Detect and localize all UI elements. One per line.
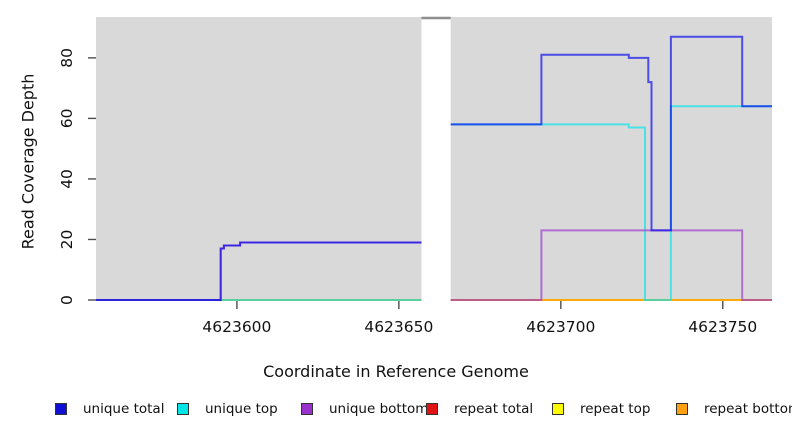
y-tick-label: 40 (58, 169, 76, 189)
legend-label: repeat top (580, 401, 651, 417)
legend-item-unique-top: unique top (177, 399, 278, 419)
legend-label: repeat bottom (704, 401, 792, 417)
x-tick-label: 4623600 (202, 318, 271, 336)
legend-item-repeat-bottom: repeat bottom (676, 399, 792, 419)
unique-bottom-swatch-icon (301, 403, 313, 415)
repeat-total-swatch-icon (426, 403, 438, 415)
y-tick-label: 60 (58, 109, 76, 129)
legend-item-repeat-total: repeat total (426, 399, 533, 419)
x-tick-label: 4623650 (364, 318, 433, 336)
unique-top-swatch-icon (177, 403, 189, 415)
no-data-gap (421, 15, 451, 300)
legend-label: repeat total (454, 401, 534, 417)
repeat-top-swatch-icon (552, 403, 564, 415)
x-axis-title: Coordinate in Reference Genome (263, 362, 529, 381)
repeat-bottom-swatch-icon (676, 403, 688, 415)
legend-label: unique total (83, 401, 165, 417)
unique-total-swatch-icon (55, 403, 67, 415)
x-tick-label: 4623750 (688, 318, 757, 336)
series-unique-total-line (450, 35, 772, 232)
legend-item-repeat-top: repeat top (552, 399, 650, 419)
legend: unique total unique top unique bottom re… (0, 399, 792, 421)
legend-label: unique top (205, 401, 278, 417)
y-tick-label: 0 (58, 295, 76, 305)
y-tick-label: 20 (58, 230, 76, 250)
legend-item-unique-total: unique total (55, 399, 164, 419)
legend-label: unique bottom (329, 401, 429, 417)
y-tick-label: 80 (58, 48, 76, 68)
series-unique-bottom-line (450, 229, 772, 301)
series-unique-total-line (96, 241, 422, 301)
y-axis-title: Read Coverage Depth (18, 73, 38, 250)
x-tick-label: 4623700 (526, 318, 595, 336)
legend-item-unique-bottom: unique bottom (301, 399, 428, 419)
